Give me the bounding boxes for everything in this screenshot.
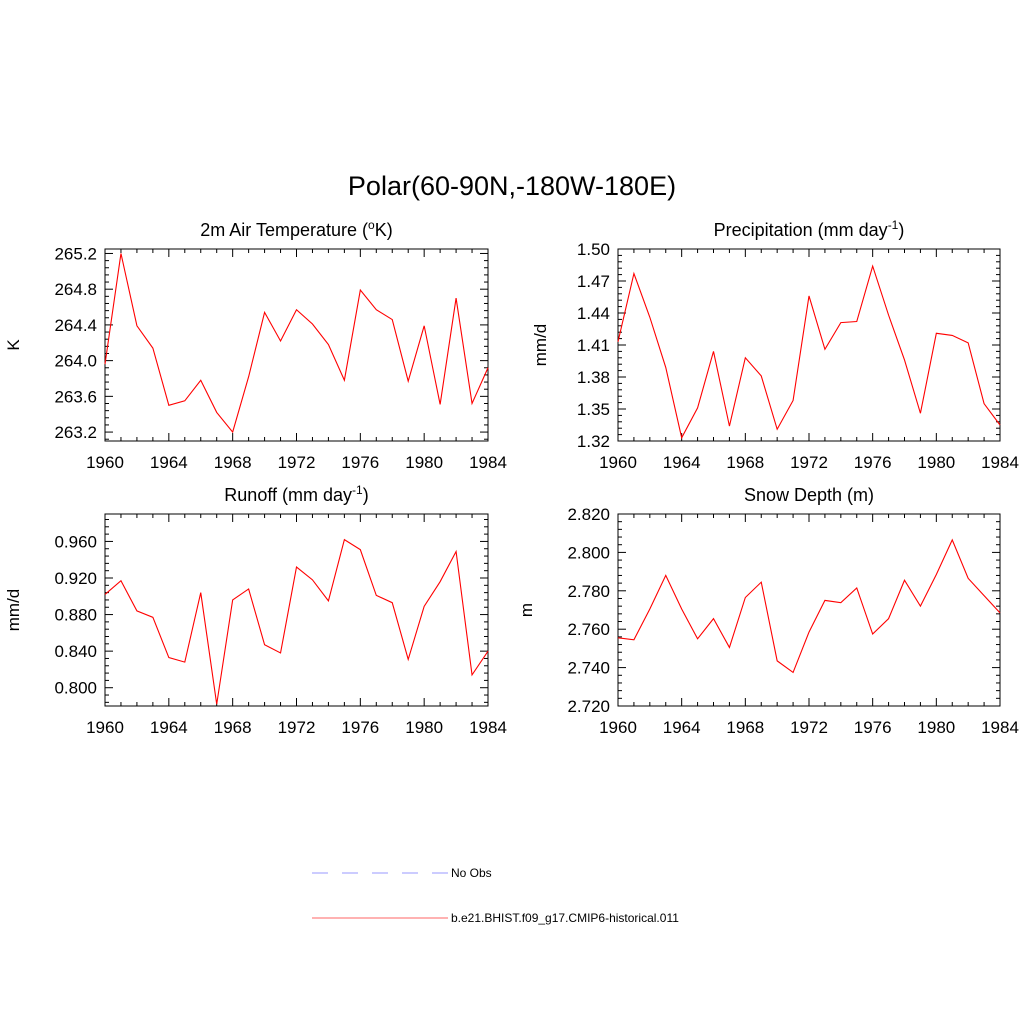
x-tick-label: 1980 (405, 718, 443, 737)
legend: No Obs b.e21.BHIST.f09_g17.CMIP6-historic… (312, 866, 679, 925)
y-tick-label: 265.2 (54, 244, 97, 263)
x-tick-label: 1976 (854, 718, 892, 737)
x-tick-label: 1976 (341, 718, 379, 737)
x-tick-label: 1964 (150, 453, 188, 472)
y-tick-label: 263.2 (54, 423, 97, 442)
x-tick-label: 1984 (981, 718, 1019, 737)
panel-temperature: 2m Air Temperature (oK) 1960 1964 1968 1972 1… (4, 218, 507, 472)
x-tick-label: 1972 (278, 453, 316, 472)
y-axis-label: K (4, 339, 23, 351)
y-tick-label: 0.800 (54, 679, 97, 698)
y-tick-label: 264.8 (54, 280, 97, 299)
series-line-snow-depth (617, 538, 1001, 674)
y-tick-label: 264.0 (54, 352, 97, 371)
y-tick-label: 263.6 (54, 387, 97, 406)
x-tick-label: 1984 (981, 453, 1019, 472)
series-line-precipitation (617, 264, 1001, 440)
y-tick-label: 0.920 (54, 569, 97, 588)
panel-title-snow-depth: Snow Depth (m) (744, 485, 874, 505)
y-tick-label: 264.4 (54, 316, 97, 335)
x-tick-label: 1960 (599, 718, 637, 737)
y-tick-label: 0.960 (54, 532, 97, 551)
x-tick-label: 1964 (150, 718, 188, 737)
panel-title-sup: -1 (888, 218, 899, 232)
y-tick-label: 1.44 (577, 304, 610, 323)
x-tick-label: 1980 (405, 453, 443, 472)
figure-title: Polar(60-90N,-180W-180E) (348, 171, 676, 201)
y-tick-label: 0.840 (54, 642, 97, 661)
plot-frame (104, 248, 489, 442)
x-tick-label: 1964 (663, 453, 701, 472)
plot-frame (104, 513, 489, 707)
panel-title-rest: ) (363, 485, 369, 505)
series-line-temperature (104, 253, 489, 434)
y-tick-label: 0.880 (54, 606, 97, 625)
y-axis-label: mm/d (531, 324, 550, 367)
y-tick-label: 2.720 (567, 697, 610, 716)
y-tick-label: 2.800 (567, 543, 610, 562)
panel-title-main: Precipitation (mm day (714, 220, 888, 240)
x-tick-label: 1984 (469, 453, 507, 472)
y-tick-label: 2.740 (567, 659, 610, 678)
panel-runoff: Runoff (mm day-1) 1960 1964 1968 1972 1976 198… (4, 483, 507, 737)
y-tick-label: 2.820 (567, 505, 610, 524)
panel-title-runoff: Runoff (mm day-1) (224, 483, 368, 505)
y-axis-label: m (517, 603, 536, 617)
plot-frame (617, 248, 1001, 442)
panel-title-sup: -1 (352, 483, 363, 497)
panel-title-rest: ) (898, 220, 904, 240)
panel-title-sup: o (368, 218, 375, 232)
panel-title-rest: K) (375, 220, 393, 240)
x-tick-label: 1960 (86, 718, 124, 737)
x-tick-label: 1960 (86, 453, 124, 472)
plot-frame (617, 513, 1001, 707)
panel-precipitation: Precipitation (mm day-1) 1960 1964 1968 1972… (531, 218, 1019, 472)
panel-title-temperature: 2m Air Temperature (oK) (200, 218, 392, 240)
panel-title-precipitation: Precipitation (mm day-1) (714, 218, 905, 240)
x-tick-label: 1968 (214, 718, 252, 737)
x-tick-label: 1976 (341, 453, 379, 472)
x-tick-label: 1980 (917, 453, 955, 472)
x-tick-label: 1972 (790, 453, 828, 472)
panel-title-main: Runoff (mm day (224, 485, 352, 505)
series-line-runoff (104, 538, 489, 705)
y-tick-label: 1.50 (577, 240, 610, 259)
panel-title-main: Snow Depth (m) (744, 485, 874, 505)
y-tick-label: 1.41 (577, 336, 610, 355)
x-tick-label: 1984 (469, 718, 507, 737)
x-tick-label: 1968 (214, 453, 252, 472)
x-tick-label: 1980 (917, 718, 955, 737)
legend-label: No Obs (451, 866, 492, 880)
y-tick-label: 2.760 (567, 620, 610, 639)
x-tick-label: 1968 (726, 718, 764, 737)
x-tick-label: 1964 (663, 718, 701, 737)
y-tick-label: 1.32 (577, 432, 610, 451)
x-tick-label: 1960 (599, 453, 637, 472)
panel-title-main: 2m Air Temperature ( (200, 220, 368, 240)
x-tick-label: 1976 (854, 453, 892, 472)
y-tick-label: 1.38 (577, 368, 610, 387)
x-tick-label: 1972 (790, 718, 828, 737)
y-tick-label: 1.47 (577, 272, 610, 291)
panel-snow-depth: Snow Depth (m) 1960 1964 1968 1972 1976 1980 19… (517, 485, 1019, 737)
y-tick-label: 2.780 (567, 582, 610, 601)
y-axis-label: mm/d (4, 589, 23, 632)
legend-label: b.e21.BHIST.f09_g17.CMIP6-historical.011 (451, 911, 679, 925)
panels: 2m Air Temperature (oK)1960 1964 1968 1972 1… (4, 218, 1019, 737)
y-tick-label: 1.35 (577, 400, 610, 419)
x-tick-label: 1968 (726, 453, 764, 472)
x-tick-label: 1972 (278, 718, 316, 737)
